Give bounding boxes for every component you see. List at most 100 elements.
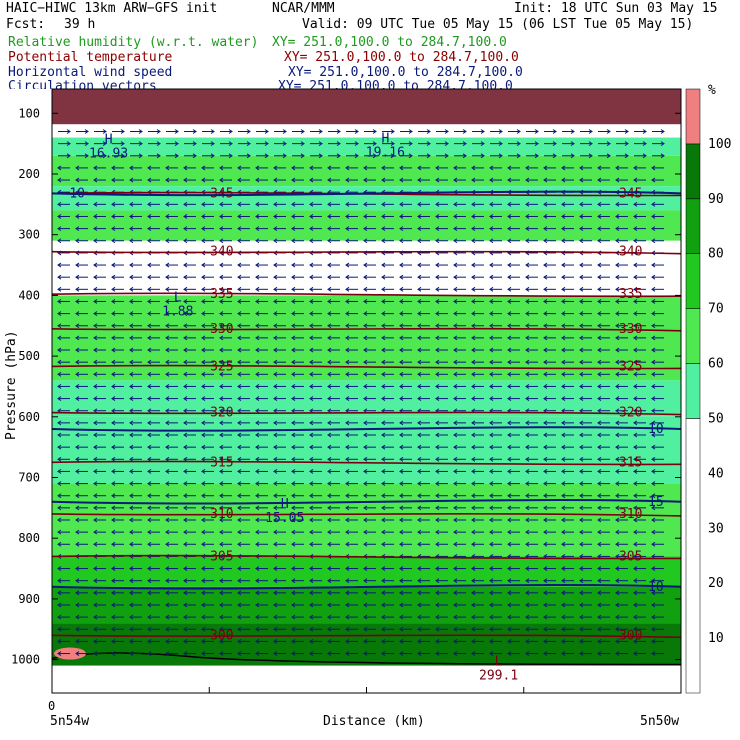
wind-vector-head [525, 177, 530, 183]
wind-vector-head [201, 262, 206, 268]
rh-band [52, 186, 681, 211]
wind-vector-head [147, 614, 152, 620]
wind-vector-head [165, 566, 170, 571]
wind-vector-head [561, 505, 566, 511]
wind-vector-head [165, 371, 170, 377]
wind-vector-head [183, 323, 188, 329]
wind-vector-head [579, 371, 584, 377]
wind-vector-head [282, 141, 287, 147]
wind-vector-head [282, 153, 287, 159]
theta-contour [51, 460, 682, 466]
wind-vector-head [399, 420, 404, 426]
wind-vector-head [291, 274, 296, 280]
wind-vector-head [507, 311, 512, 317]
wind-vector-head [543, 541, 548, 547]
wind-vector-head [417, 481, 422, 486]
wind-vector-head [138, 141, 143, 147]
wind-vector-head [327, 529, 332, 535]
field-theta-xy: XY= 251.0,100.0 to 284.7,100.0 [284, 50, 519, 65]
wind-vector-head [525, 396, 530, 402]
wind-vector-head [120, 129, 125, 134]
wind-vector-head [237, 566, 242, 571]
wind-vector-head [201, 638, 206, 644]
wind-vector-head [336, 153, 341, 159]
wind-vector-head [633, 396, 638, 402]
wind-vector-head [615, 432, 620, 438]
wind-vector-head [471, 590, 476, 596]
wind-vector-head [363, 517, 368, 523]
wind-vector-head [399, 517, 404, 523]
wind-vector-head [255, 505, 260, 511]
wind-vector-head [471, 165, 476, 171]
wind-vector-head [327, 505, 332, 511]
wind-vector-head [579, 469, 584, 474]
wind-vector-head [579, 396, 584, 402]
wind-vector-head [309, 311, 314, 317]
wind-vector-head [633, 626, 638, 632]
wind-vector-head [183, 299, 188, 304]
y-tick-label: 100 [18, 106, 40, 120]
wind-vector-head [336, 141, 341, 147]
wind-vector-head [489, 214, 494, 219]
wind-vector-head [345, 651, 350, 656]
wind-vector-head [579, 505, 584, 511]
wind-vector-head [327, 651, 332, 656]
wind-vector-head [93, 274, 98, 280]
wind-vector-head [471, 602, 476, 608]
wind-vector-head [651, 347, 656, 353]
wind-vector-head [615, 493, 620, 499]
wind-vector-head [507, 481, 512, 486]
rh-band [52, 556, 681, 587]
wind-vector-head [237, 214, 242, 219]
wind-vector-head [129, 274, 134, 280]
wind-vector-head [237, 614, 242, 620]
wind-vector-head [381, 456, 386, 462]
wind-vector-head [93, 238, 98, 244]
wind-vector-head [345, 359, 350, 365]
wind-vector-head [111, 420, 116, 426]
wind-vector-head [561, 614, 566, 620]
wind-vector-head [579, 274, 584, 280]
wind-vector-head [201, 614, 206, 620]
wind-vector-head [165, 626, 170, 632]
wind-vector-head [57, 469, 62, 474]
wind-vector-head [75, 638, 80, 644]
wind-vector-head [633, 286, 638, 292]
wind-vector-head [273, 638, 278, 644]
wind-vector-head [651, 456, 656, 462]
wind-vector-head [147, 165, 152, 171]
wind-vector-head [651, 286, 656, 292]
wind-vector-head [309, 541, 314, 547]
wind-vector-head [237, 262, 242, 268]
wind-vector-head [453, 578, 458, 584]
wind-vector-head [57, 638, 62, 644]
wind-speed-label: 10 [648, 580, 664, 595]
theta-label: 330 [210, 322, 233, 337]
wind-vector-head [111, 578, 116, 584]
wind-vector-head [435, 456, 440, 462]
wind-vector-head [489, 286, 494, 292]
wind-vector-head [93, 323, 98, 329]
wind-vector-head [651, 408, 656, 414]
wind-vector-head [93, 602, 98, 608]
wind-vector-head [489, 432, 494, 438]
wind-vector-head [435, 299, 440, 304]
wind-vector-head [453, 469, 458, 474]
wind-vector-head [624, 153, 629, 159]
wind-vector-head [228, 129, 233, 134]
wind-vector-head [273, 566, 278, 571]
wind-vector-head [201, 505, 206, 511]
wind-vector-head [363, 444, 368, 450]
wind-vector-head [642, 141, 647, 147]
wind-vector-head [273, 602, 278, 608]
wind-vector-head [417, 226, 422, 232]
wind-vector-head [543, 469, 548, 474]
wind-vector-head [273, 578, 278, 584]
wind-vector-head [57, 311, 62, 317]
wind-vector-head [462, 141, 467, 147]
wind-vector-head [597, 444, 602, 450]
wind-vector-head [453, 238, 458, 244]
wind-vector-head [363, 396, 368, 402]
wind-vector-head [309, 371, 314, 377]
wind-speed-contours: 10 10 15 10 [51, 186, 682, 595]
